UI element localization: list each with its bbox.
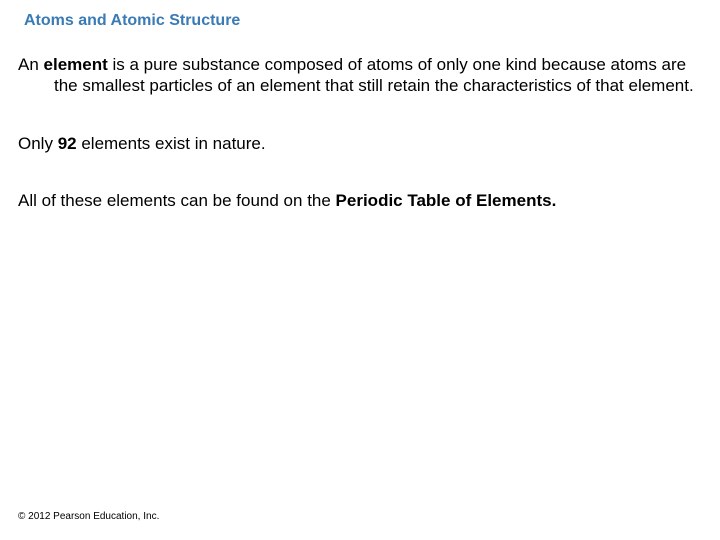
slide-content: An element is a pure substance composed …: [0, 34, 720, 211]
p1-bold: element: [44, 55, 108, 74]
slide-header: Atoms and Atomic Structure: [0, 0, 720, 34]
p2-bold: 92: [58, 134, 77, 153]
paragraph-2: Only 92 elements exist in nature.: [18, 133, 702, 154]
p3-prefix: All of these elements can be found on th…: [18, 191, 336, 210]
p2-prefix: Only: [18, 134, 58, 153]
p1-prefix: An: [18, 55, 44, 74]
p1-rest: is a pure substance composed of atoms of…: [54, 55, 694, 95]
p3-bold: Periodic Table of Elements.: [336, 191, 557, 210]
paragraph-1: An element is a pure substance composed …: [18, 54, 702, 97]
copyright-text: © 2012 Pearson Education, Inc.: [18, 511, 159, 522]
slide-title: Atoms and Atomic Structure: [24, 12, 696, 30]
paragraph-3: All of these elements can be found on th…: [18, 190, 702, 211]
p2-rest: elements exist in nature.: [77, 134, 266, 153]
slide-footer: © 2012 Pearson Education, Inc.: [18, 511, 159, 522]
